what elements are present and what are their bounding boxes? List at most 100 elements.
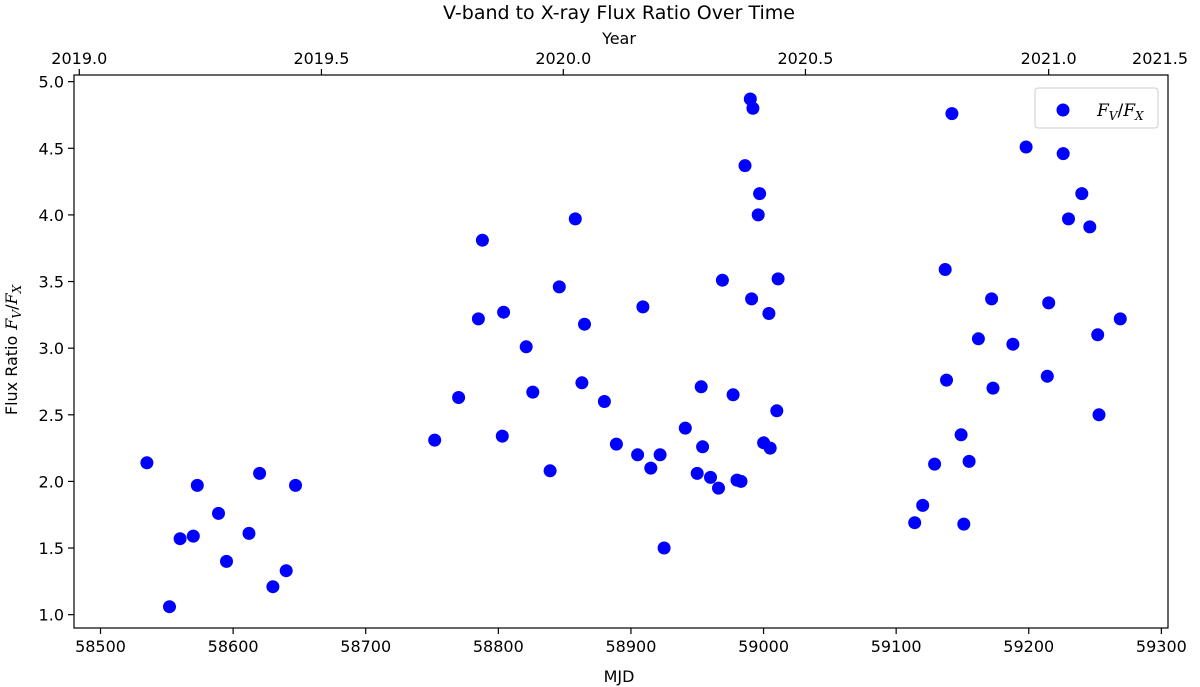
data-point xyxy=(908,516,922,530)
data-point xyxy=(734,474,748,488)
data-point xyxy=(220,554,233,568)
data-point xyxy=(738,159,752,173)
data-point xyxy=(575,376,589,390)
data-point xyxy=(475,233,489,247)
data-point xyxy=(452,391,466,404)
data-point xyxy=(1040,369,1054,383)
y-tick-label: 4.0 xyxy=(39,206,64,225)
data-point xyxy=(745,292,759,306)
data-point xyxy=(289,478,302,492)
x-tick-label: 58600 xyxy=(208,637,259,656)
top-tick-label: 2021.5 xyxy=(1132,49,1188,68)
data-point xyxy=(928,457,942,471)
data-point xyxy=(190,478,204,492)
data-point xyxy=(266,580,280,594)
x-tick-label: 59000 xyxy=(738,637,789,656)
data-point xyxy=(253,466,267,480)
chart-title: V-band to X-ray Flux Ratio Over Time xyxy=(443,2,795,24)
y-axis: 1.0 1.5 2.0 2.5 3.0 3.5 4.0 4.5 5.0 xyxy=(39,73,74,625)
y-tick-label: 2.5 xyxy=(39,406,64,425)
data-point xyxy=(644,461,658,475)
x-tick-label: 59100 xyxy=(871,637,922,656)
data-point xyxy=(497,305,511,319)
data-point xyxy=(986,381,1000,395)
data-point xyxy=(726,388,740,402)
data-point xyxy=(678,421,692,435)
plot-frame xyxy=(73,74,1169,629)
y-tick-label: 2.0 xyxy=(39,472,64,491)
data-point xyxy=(597,395,611,408)
top-tick-label: 2020.0 xyxy=(535,49,591,68)
data-point xyxy=(1083,220,1097,234)
x-tick-label: 58900 xyxy=(605,637,656,656)
data-point xyxy=(962,454,976,468)
top-x-axis: 2019.0 2019.5 2020.0 2020.5 2021.0 2021.5 xyxy=(51,49,1188,75)
legend-label: FV/FX xyxy=(1096,101,1144,123)
data-point xyxy=(186,529,200,543)
x-axis-title: MJD xyxy=(604,667,635,686)
data-point xyxy=(985,292,999,306)
data-point xyxy=(690,466,704,480)
data-point xyxy=(938,263,952,276)
top-tick-label: 2021.0 xyxy=(1021,49,1077,68)
x-tick-label: 58500 xyxy=(75,637,126,656)
data-point xyxy=(753,187,767,201)
legend-marker xyxy=(1056,103,1070,117)
data-point xyxy=(694,380,708,394)
y-tick-label: 4.5 xyxy=(39,139,64,158)
data-point xyxy=(1092,408,1106,422)
data-point xyxy=(279,564,293,578)
data-point xyxy=(543,464,557,478)
data-point xyxy=(495,429,509,443)
data-point xyxy=(471,312,485,326)
data-point xyxy=(746,101,760,115)
y-axis-title-text: Flux Ratio xyxy=(2,336,21,415)
x-tick-label: 59200 xyxy=(1003,637,1054,656)
data-point xyxy=(552,280,566,294)
data-point xyxy=(954,428,968,442)
y-tick-label: 3.5 xyxy=(39,273,64,292)
top-tick-label: 2020.5 xyxy=(777,49,833,68)
data-point xyxy=(631,448,645,462)
x-tick-label: 59300 xyxy=(1136,637,1187,656)
data-point xyxy=(916,498,930,512)
data-point xyxy=(526,385,540,399)
data-point xyxy=(568,212,582,226)
data-point xyxy=(1042,296,1056,310)
data-point xyxy=(940,373,953,387)
x-tick-label: 58800 xyxy=(473,637,524,656)
top-tick-label: 2019.0 xyxy=(51,49,107,68)
data-point xyxy=(770,404,784,418)
x-tick-label: 58700 xyxy=(340,637,391,656)
data-point xyxy=(715,273,729,287)
data-point xyxy=(519,340,533,354)
data-point xyxy=(704,470,717,484)
data-point xyxy=(1006,337,1020,351)
data-point xyxy=(140,456,154,470)
data-point xyxy=(1075,187,1089,201)
data-point xyxy=(242,526,256,540)
data-point xyxy=(971,332,985,346)
data-point xyxy=(762,307,776,320)
data-point xyxy=(1056,147,1070,161)
data-point xyxy=(212,506,225,520)
data-point xyxy=(609,437,623,451)
data-point xyxy=(1019,140,1033,154)
data-point xyxy=(653,448,667,462)
top-axis-title: Year xyxy=(601,29,636,48)
y-tick-label: 5.0 xyxy=(39,73,64,92)
data-point xyxy=(173,532,187,546)
y-tick-label: 1.0 xyxy=(39,606,64,625)
data-point xyxy=(428,433,442,447)
y-tick-label: 1.5 xyxy=(39,539,64,558)
data-point xyxy=(771,272,785,286)
data-point xyxy=(657,541,671,555)
data-point xyxy=(578,317,591,331)
data-point xyxy=(945,107,959,121)
bottom-x-axis: 58500 58600 58700 58800 58900 59000 59100 59200… xyxy=(75,628,1187,656)
data-point xyxy=(1062,212,1075,226)
y-tick-label: 3.0 xyxy=(39,339,64,358)
data-point xyxy=(1091,328,1105,342)
data-point xyxy=(1113,312,1127,326)
